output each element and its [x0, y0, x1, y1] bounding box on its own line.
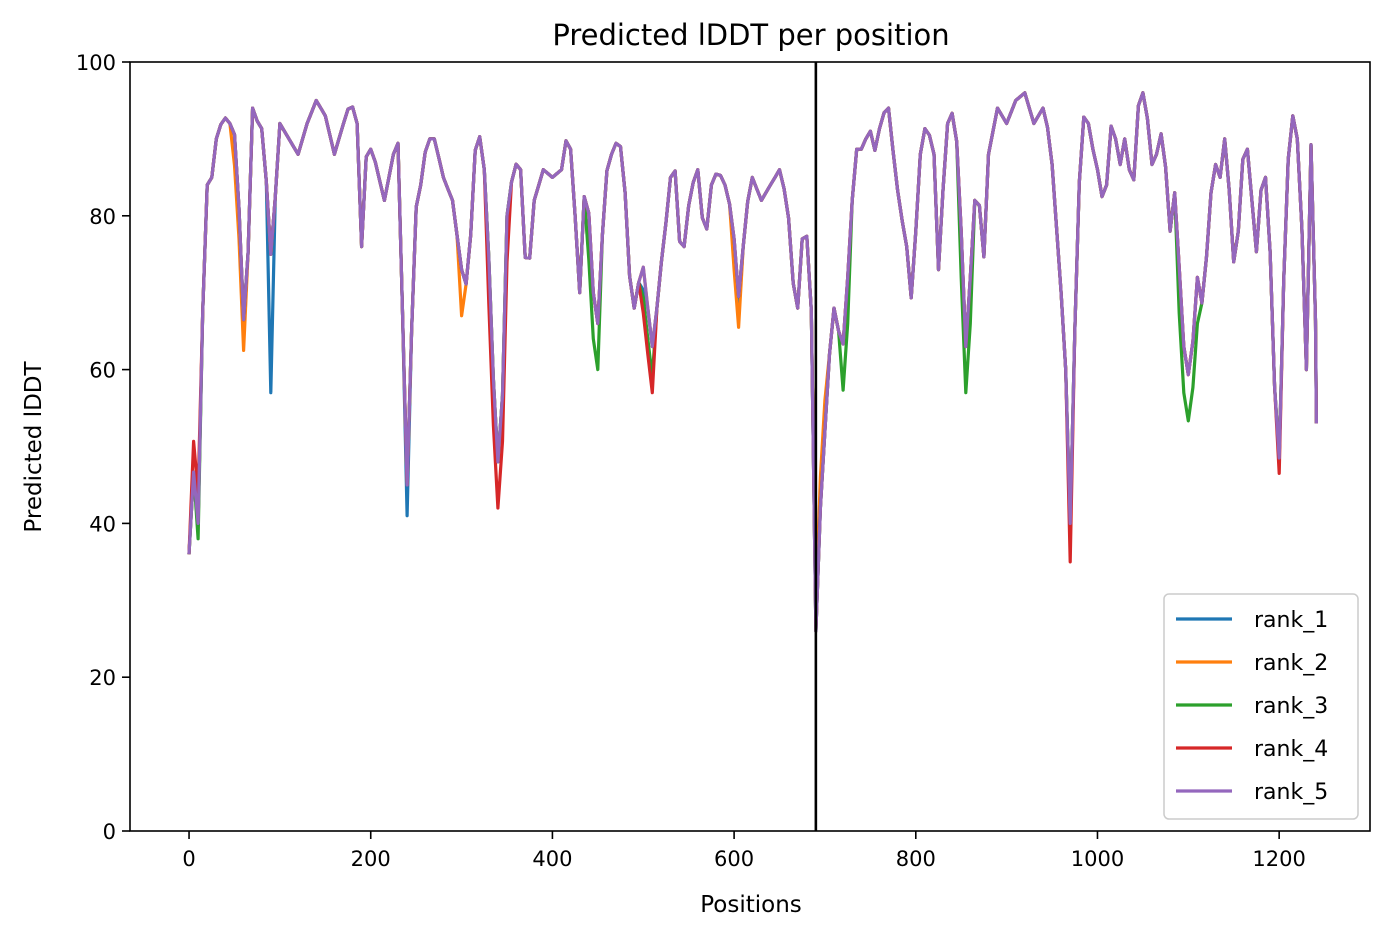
x-tick-label: 200	[351, 847, 391, 871]
plot-frame	[129, 61, 1371, 832]
x-tick-label: 600	[714, 847, 754, 871]
legend-label-rank_5: rank_5	[1254, 780, 1328, 805]
x-tick-label: 1200	[1252, 847, 1305, 871]
legend-box	[1163, 593, 1359, 820]
x-axis-label: Positions	[700, 892, 802, 918]
x-tick-label: 0	[182, 847, 195, 871]
legend-items: rank_1 rank_2 rank_3 rank_4 rank_5	[1176, 608, 1328, 805]
plot-area	[129, 61, 1371, 832]
legend-label-rank_2: rank_2	[1254, 651, 1328, 676]
legend-label-rank_1: rank_1	[1254, 608, 1328, 633]
x-axis-ticks: 0 200 400 600 800 1000 1200	[182, 831, 1306, 871]
legend-label-rank_4: rank_4	[1254, 737, 1328, 762]
legend-label-rank_3: rank_3	[1254, 694, 1328, 719]
series-layer	[187, 91, 1318, 633]
y-tick-label: 0	[103, 820, 116, 844]
y-axis-label: Predicted lDDT	[21, 360, 47, 532]
x-tick-label: 400	[532, 847, 572, 871]
y-tick-label: 20	[89, 666, 116, 690]
legend: rank_1 rank_2 rank_3 rank_4 rank_5	[1163, 593, 1359, 820]
series-line-rank_5	[187, 91, 1318, 633]
y-tick-label: 80	[89, 205, 116, 229]
x-tick-label: 1000	[1071, 847, 1124, 871]
y-tick-label: 100	[76, 51, 116, 75]
y-axis-ticks: 0 20 40 60 80 100	[76, 51, 130, 844]
x-tick-label: 800	[896, 847, 936, 871]
y-tick-label: 60	[89, 359, 116, 383]
chart-title: Predicted lDDT per position	[552, 18, 949, 52]
y-tick-label: 40	[89, 512, 116, 536]
